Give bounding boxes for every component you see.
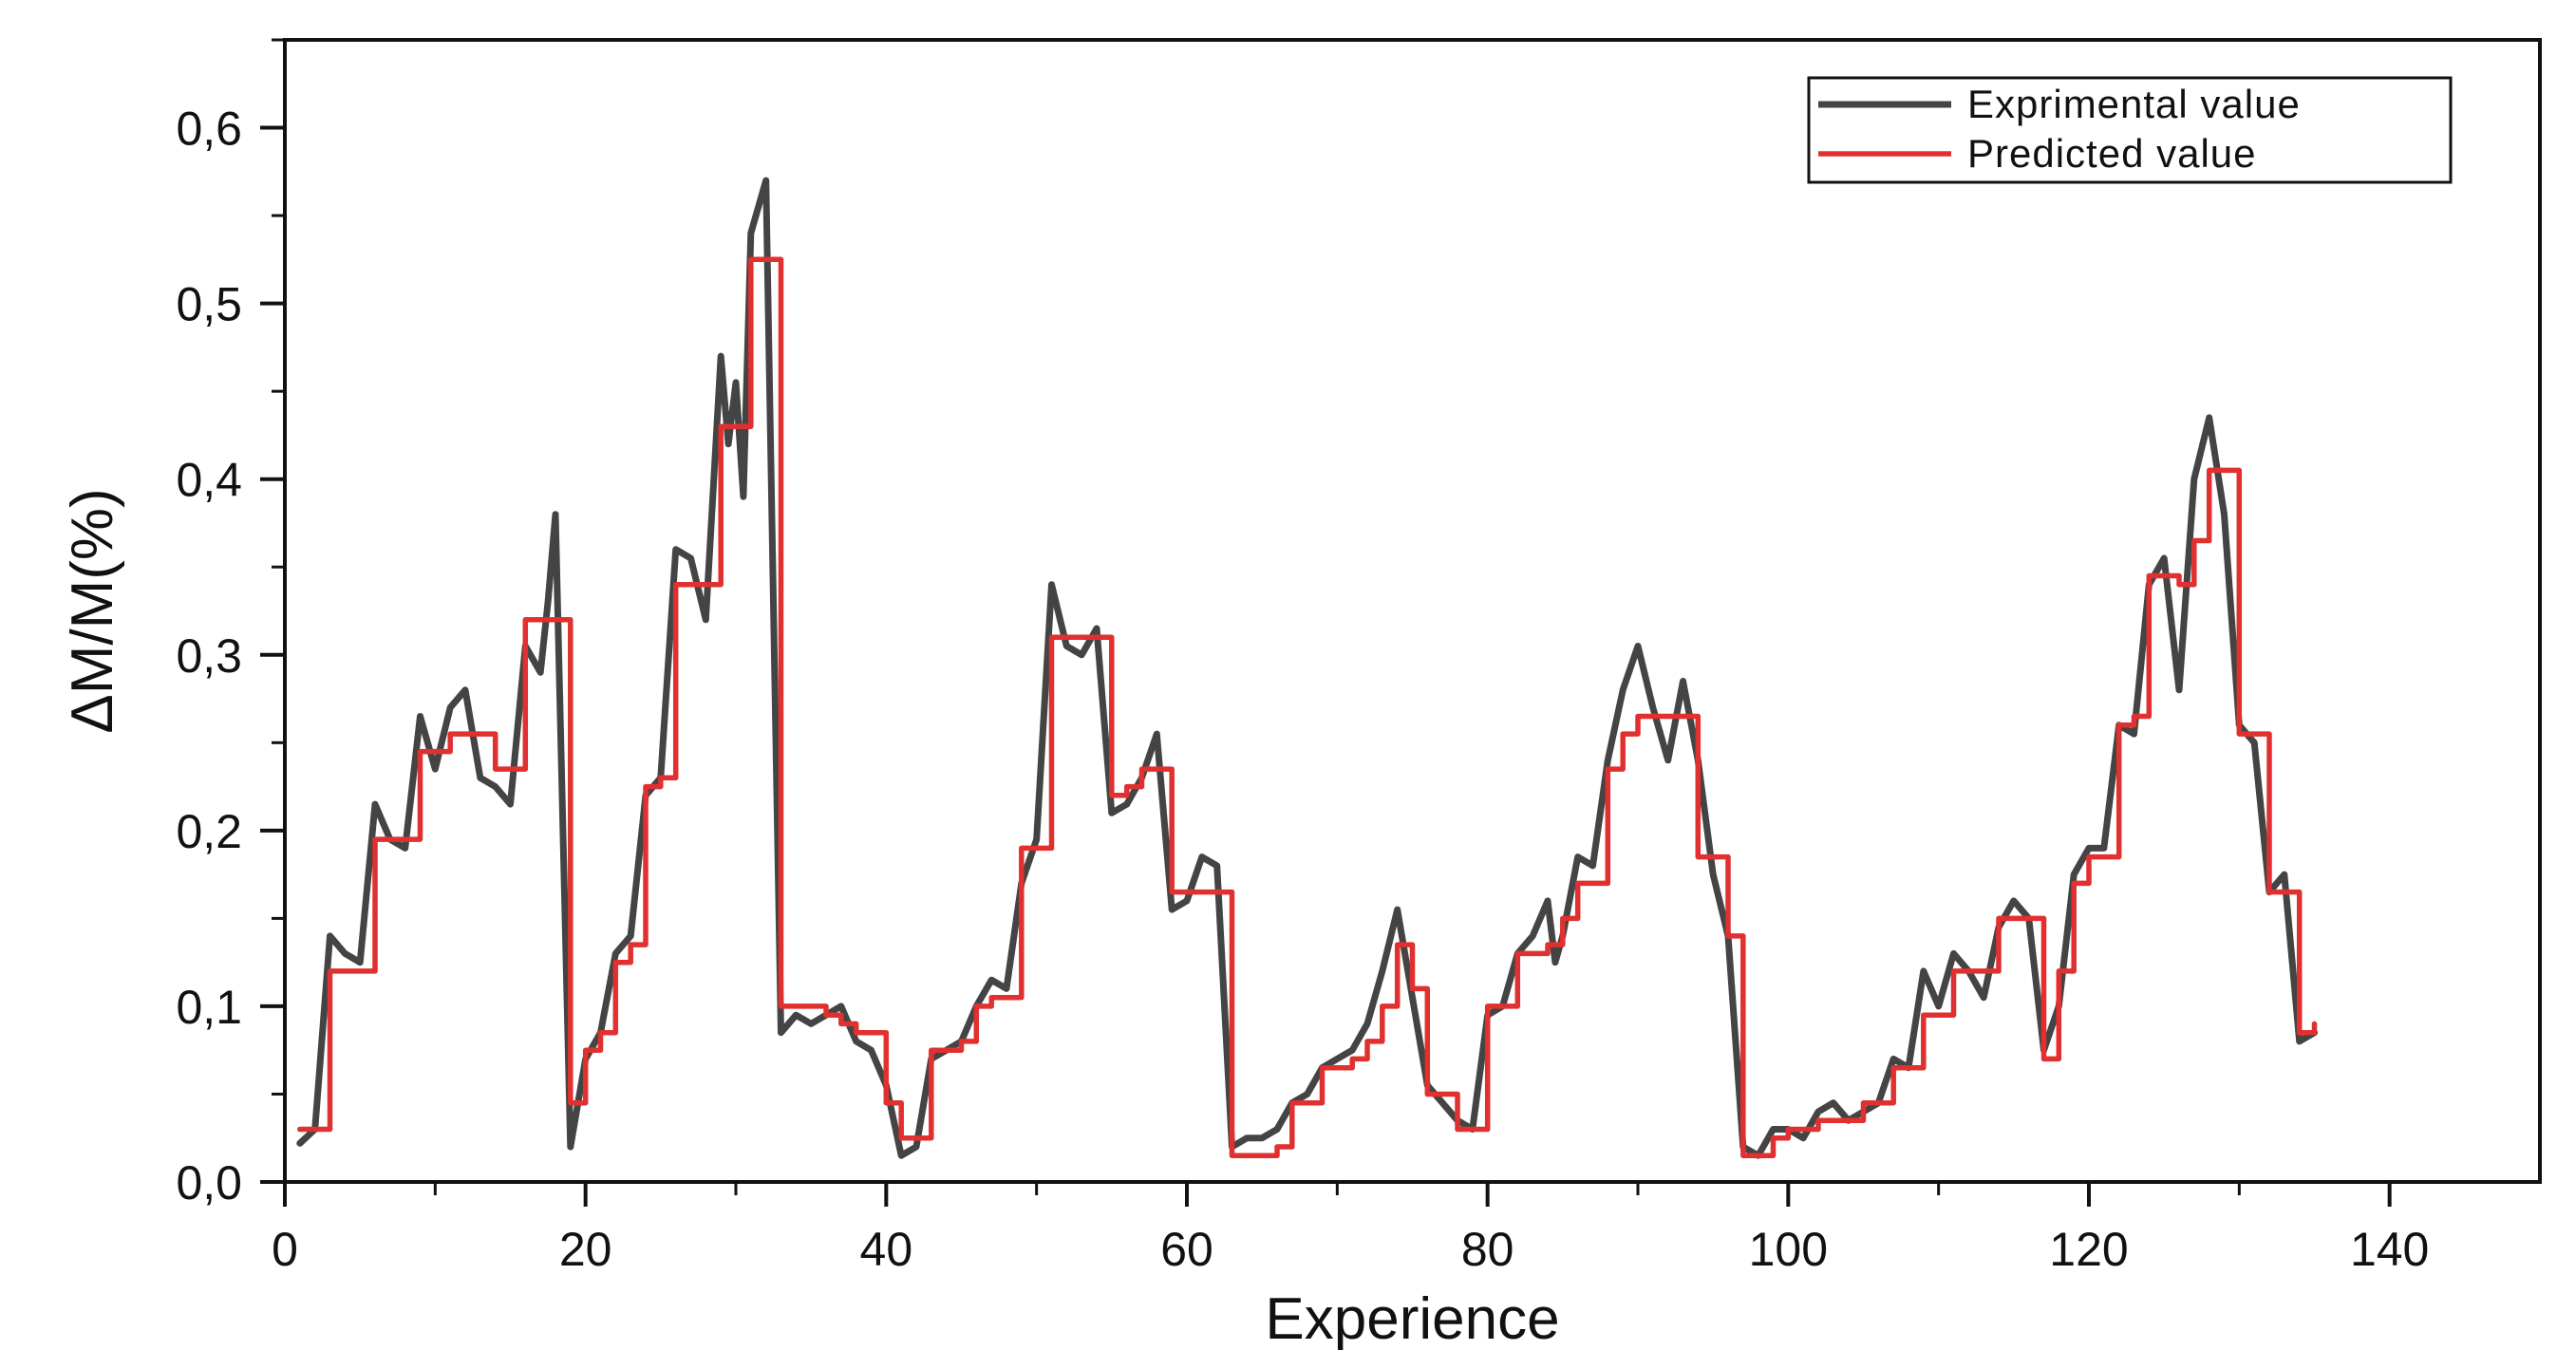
series-line-predicted bbox=[297, 256, 2318, 1158]
y-tick-label: 0,4 bbox=[176, 454, 242, 507]
legend-label: Exprimental value bbox=[1967, 82, 2301, 126]
y-axis-title: ΔM/M(%) bbox=[60, 488, 125, 733]
y-tick-label: 0,0 bbox=[176, 1156, 242, 1209]
x-tick-label: 40 bbox=[860, 1223, 913, 1276]
plot-area-frame bbox=[283, 38, 2542, 1184]
x-tick-label: 20 bbox=[559, 1223, 612, 1276]
legend-box bbox=[1807, 76, 2453, 184]
series-layer bbox=[296, 177, 2318, 1159]
y-tick-label: 0,3 bbox=[176, 629, 242, 683]
x-tick-label: 80 bbox=[1461, 1223, 1514, 1276]
x-tick-label: 0 bbox=[272, 1223, 298, 1276]
y-tick-label: 0,2 bbox=[176, 805, 242, 858]
y-tick-label: 0,6 bbox=[176, 103, 242, 156]
y-tick-label: 0,1 bbox=[176, 981, 242, 1034]
x-tick-label: 120 bbox=[2049, 1223, 2128, 1276]
legend-label: Predicted value bbox=[1967, 131, 2257, 176]
y-axis: 0,0 0,1 0,2 0,3 0,4 0,5 0,6 bbox=[176, 38, 285, 1209]
x-axis-title: Experience bbox=[1265, 1286, 1559, 1350]
x-tick-label: 100 bbox=[1749, 1223, 1828, 1276]
x-tick-label: 60 bbox=[1160, 1223, 1213, 1276]
y-tick-label: 0,5 bbox=[176, 278, 242, 331]
x-axis: 0 20 40 60 80 100 120 140 bbox=[272, 1182, 2429, 1276]
legend: Exprimental value Predicted value bbox=[1807, 76, 2453, 184]
x-tick-label: 140 bbox=[2350, 1223, 2429, 1276]
